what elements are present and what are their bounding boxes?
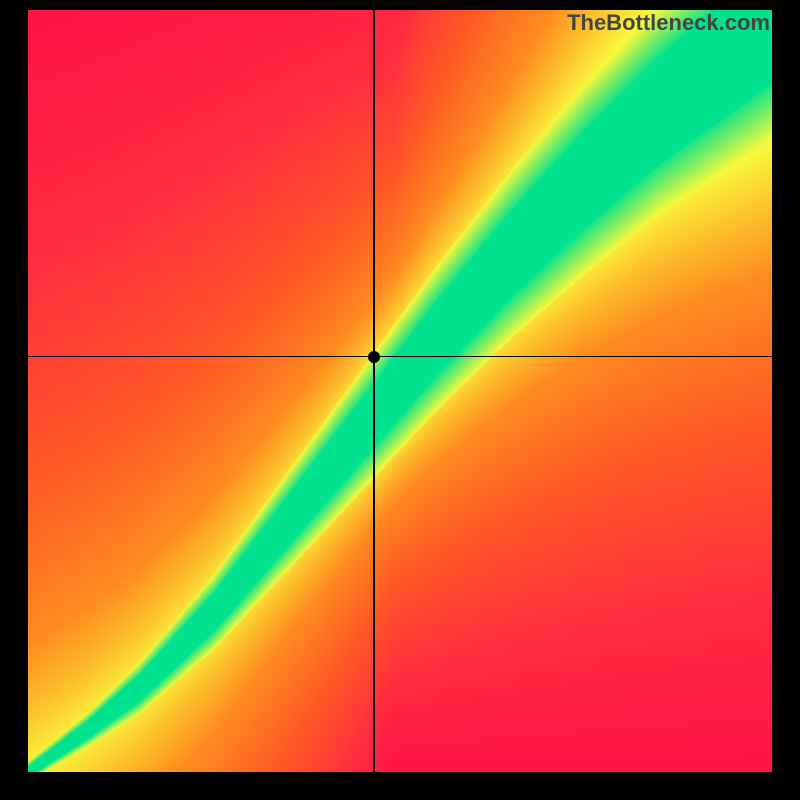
crosshair-dot xyxy=(368,351,380,363)
crosshair-vertical xyxy=(373,10,374,772)
heatmap-plot xyxy=(28,10,772,772)
crosshair-horizontal xyxy=(28,356,772,357)
heatmap-canvas xyxy=(28,10,772,772)
watermark-label: TheBottleneck.com xyxy=(567,10,770,36)
